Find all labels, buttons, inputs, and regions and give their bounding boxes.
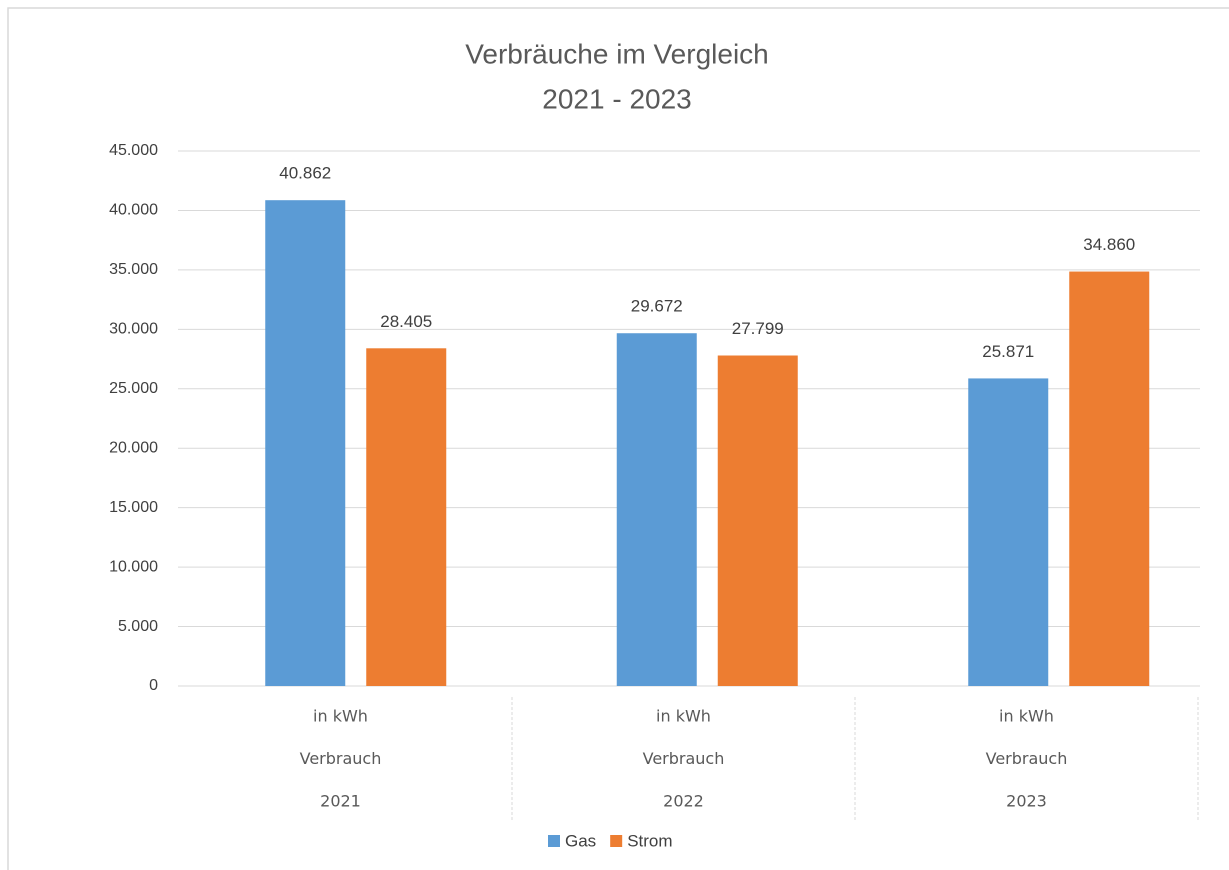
bar [265, 200, 346, 686]
chart-title: Verbräuche im Vergleich [465, 38, 769, 69]
bar [616, 333, 697, 686]
chart-subtitle: 2021 - 2023 [542, 83, 691, 114]
x-tick-label: Verbrauch [300, 749, 382, 768]
bar [1069, 271, 1150, 686]
data-label: 28.405 [380, 312, 432, 331]
y-tick-label: 35.000 [109, 261, 158, 278]
x-tick-label: in kWh [999, 707, 1054, 726]
legend-swatch [610, 835, 623, 847]
bar [968, 378, 1049, 686]
x-tick-label: 2023 [1006, 792, 1047, 811]
x-tick-label: Verbrauch [986, 749, 1068, 768]
data-label: 29.672 [631, 297, 683, 316]
chart-border [7, 7, 1229, 870]
x-tick-label: in kWh [313, 707, 368, 726]
x-tick-label: Verbrauch [643, 749, 725, 768]
y-tick-label: 10.000 [109, 558, 158, 575]
y-tick-label: 0 [149, 677, 158, 694]
x-tick-label: 2022 [663, 792, 704, 811]
y-tick-label: 25.000 [109, 380, 158, 397]
data-label: 27.799 [732, 319, 784, 338]
y-tick-label: 30.000 [109, 321, 158, 338]
y-tick-label: 40.000 [109, 202, 158, 219]
y-tick-label: 5.000 [118, 618, 158, 635]
y-tick-label: 45.000 [109, 142, 158, 159]
legend-label: Strom [627, 831, 672, 850]
bar [366, 348, 447, 686]
legend-swatch [548, 835, 560, 847]
data-label: 34.860 [1083, 235, 1135, 254]
y-tick-label: 15.000 [109, 499, 158, 516]
data-label: 25.871 [982, 342, 1034, 361]
bar [717, 355, 798, 686]
legend-label: Gas [565, 831, 596, 850]
x-tick-label: 2021 [320, 792, 361, 811]
y-tick-label: 20.000 [109, 439, 158, 456]
data-label: 40.862 [279, 164, 331, 183]
x-tick-label: in kWh [656, 707, 711, 726]
